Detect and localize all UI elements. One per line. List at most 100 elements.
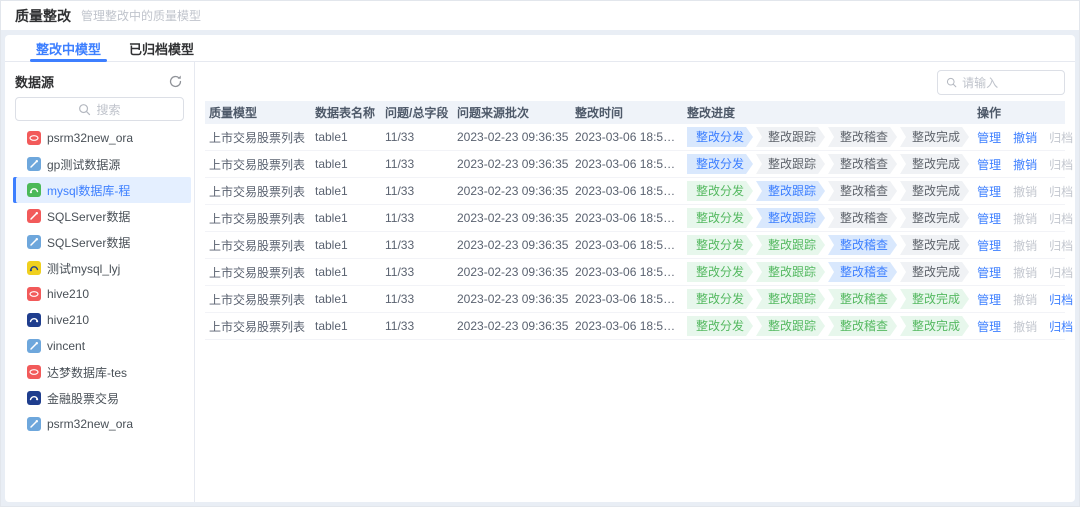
table-row: 上市交易股票列表 table1 11/33 2023-02-23 09:36:35 20… xyxy=(205,286,1073,313)
progress-step-chip: 整改稽查 xyxy=(828,208,897,228)
progress-step-chip: 整改跟踪 xyxy=(756,316,825,336)
table-header-row: 质量模型 数据表名称 问题/总字段 问题来源批次 整改时间 整改进度 操作 xyxy=(205,101,1065,124)
datasource-item-label: vincent xyxy=(47,339,86,353)
table-toolbar xyxy=(205,62,1065,101)
datasource-item[interactable]: psrm32new_ora xyxy=(13,125,191,151)
cell-quality-model: 上市交易股票列表 xyxy=(209,319,306,334)
datasource-item[interactable]: psrm32new_ora xyxy=(13,411,191,437)
progress-steps: 整改分发 整改跟踪 整改稽查 整改完成 xyxy=(687,235,969,255)
archive-action-link[interactable]: 归档 xyxy=(1049,292,1074,307)
revoke-action-link[interactable]: 撤销 xyxy=(1013,130,1038,145)
datasource-item[interactable]: gp测试数据源 xyxy=(13,151,191,177)
manage-action-link[interactable]: 管理 xyxy=(977,265,1002,280)
datasource-item-label: SQLServer数据 xyxy=(47,209,131,224)
manage-action-link[interactable]: 管理 xyxy=(977,211,1002,226)
cell-source-batch: 2023-02-23 09:36:35 xyxy=(457,184,569,198)
cell-quality-model: 上市交易股票列表 xyxy=(209,238,306,253)
progress-step-chip: 整改稽查 xyxy=(828,127,897,147)
progress-step-chip: 整改分发 xyxy=(687,181,753,201)
progress-steps: 整改分发 整改跟踪 整改稽查 整改完成 xyxy=(687,289,969,309)
page-title: 质量整改 xyxy=(15,7,71,24)
datasource-item[interactable]: SQLServer数据 xyxy=(13,203,191,229)
datasource-item[interactable]: 达梦数据库-tes xyxy=(13,359,191,385)
blue-db-icon xyxy=(27,157,41,171)
archive-action-link: 归档 xyxy=(1049,130,1074,145)
table-header-cell: 整改进度 xyxy=(687,106,736,120)
archive-action-link: 归档 xyxy=(1049,157,1074,172)
datasource-item[interactable]: hive210 xyxy=(13,307,191,333)
cell-table-name: table1 xyxy=(315,292,348,306)
table-header-cell: 数据表名称 xyxy=(315,106,376,120)
progress-steps: 整改分发 整改跟踪 整改稽查 整改完成 xyxy=(687,127,969,147)
table-header-cell: 质量模型 xyxy=(209,106,258,120)
row-actions: 管理 撤销 归档 xyxy=(969,156,1073,173)
manage-action-link[interactable]: 管理 xyxy=(977,319,1002,334)
progress-step-chip: 整改跟踪 xyxy=(756,127,825,147)
revoke-action-link: 撤销 xyxy=(1013,184,1038,199)
datasource-item[interactable]: 金融股票交易 xyxy=(13,385,191,411)
datasource-item[interactable]: 测试mysql_lyj xyxy=(13,255,191,281)
cell-rectify-time: 2023-03-06 18:58:54 xyxy=(575,157,687,171)
progress-step-chip: 整改稽查 xyxy=(828,289,897,309)
revoke-action-link[interactable]: 撤销 xyxy=(1013,157,1038,172)
archive-action-link: 归档 xyxy=(1049,238,1074,253)
progress-step-chip: 整改跟踪 xyxy=(756,181,825,201)
row-actions: 管理 撤销 归档 xyxy=(969,237,1073,254)
progress-steps: 整改分发 整改跟踪 整改稽查 整改完成 xyxy=(687,262,969,282)
cell-rectify-time: 2023-03-06 18:58:54 xyxy=(575,130,687,144)
progress-step-chip: 整改稽查 xyxy=(828,235,897,255)
table-search-input[interactable] xyxy=(962,75,1056,90)
progress-step-chip: 整改稽查 xyxy=(828,181,897,201)
datasource-item-label: 测试mysql_lyj xyxy=(47,261,121,276)
cell-table-name: table1 xyxy=(315,238,348,252)
manage-action-link[interactable]: 管理 xyxy=(977,184,1002,199)
tab-archived-models[interactable]: 已归档模型 xyxy=(129,41,195,57)
archive-action-link: 归档 xyxy=(1049,184,1074,199)
progress-step-chip: 整改分发 xyxy=(687,235,753,255)
progress-step-chip: 整改分发 xyxy=(687,289,753,309)
datasource-item[interactable]: vincent xyxy=(13,333,191,359)
cell-table-name: table1 xyxy=(315,130,348,144)
red-db-icon xyxy=(27,209,41,223)
datasource-search-input[interactable]: 搜索 xyxy=(15,97,184,121)
manage-action-link[interactable]: 管理 xyxy=(977,130,1002,145)
archive-action-link: 归档 xyxy=(1049,211,1074,226)
revoke-action-link: 撤销 xyxy=(1013,265,1038,280)
manage-action-link[interactable]: 管理 xyxy=(977,238,1002,253)
progress-step-chip: 整改分发 xyxy=(687,262,753,282)
datasource-item-label: mysql数据库-程 xyxy=(47,183,131,198)
blue-db-icon xyxy=(27,235,41,249)
cell-issues-total-fields: 11/33 xyxy=(385,211,415,225)
cell-table-name: table1 xyxy=(315,319,348,333)
progress-step-chip: 整改完成 xyxy=(900,262,969,282)
progress-step-chip: 整改完成 xyxy=(900,235,969,255)
manage-action-link[interactable]: 管理 xyxy=(977,292,1002,307)
progress-step-chip: 整改跟踪 xyxy=(756,262,825,282)
rectify-models-table: 质量模型 数据表名称 问题/总字段 问题来源批次 整改时间 整改进度 操作 上市交易股票列表… xyxy=(205,101,1073,340)
content-card: 整改中模型 已归档模型 数据源 xyxy=(5,35,1075,502)
datasource-item-label: psrm32new_ora xyxy=(47,131,134,145)
datasource-search-placeholder: 搜索 xyxy=(96,102,121,117)
cell-quality-model: 上市交易股票列表 xyxy=(209,184,306,199)
cell-table-name: table1 xyxy=(315,265,348,279)
cell-rectify-time: 2023-03-06 18:58:54 xyxy=(575,238,687,252)
datasource-sidebar: 数据源 搜索 psrm32new_ora gp测试数据源 my xyxy=(5,62,195,502)
datasource-item[interactable]: SQLServer数据 xyxy=(13,229,191,255)
sidebar-title: 数据源 xyxy=(15,74,55,90)
archive-action-link[interactable]: 归档 xyxy=(1049,319,1074,334)
manage-action-link[interactable]: 管理 xyxy=(977,157,1002,172)
navy-db-icon xyxy=(27,313,41,327)
progress-steps: 整改分发 整改跟踪 整改稽查 整改完成 xyxy=(687,154,969,174)
tab-rectifying-models[interactable]: 整改中模型 xyxy=(30,35,108,62)
datasource-item-label: SQLServer数据 xyxy=(47,235,131,250)
datasource-item[interactable]: hive210 xyxy=(13,281,191,307)
refresh-icon[interactable] xyxy=(168,73,184,89)
cell-rectify-time: 2023-03-06 18:58:54 xyxy=(575,184,687,198)
datasource-item[interactable]: mysql数据库-程 xyxy=(13,177,191,203)
table-header-cell: 问题来源批次 xyxy=(457,106,530,120)
table-header-cell: 问题/总字段 xyxy=(385,106,449,120)
datasource-item-label: 金融股票交易 xyxy=(47,391,120,406)
table-row: 上市交易股票列表 table1 11/33 2023-02-23 09:36:35 20… xyxy=(205,313,1073,340)
table-search-box xyxy=(937,70,1065,95)
